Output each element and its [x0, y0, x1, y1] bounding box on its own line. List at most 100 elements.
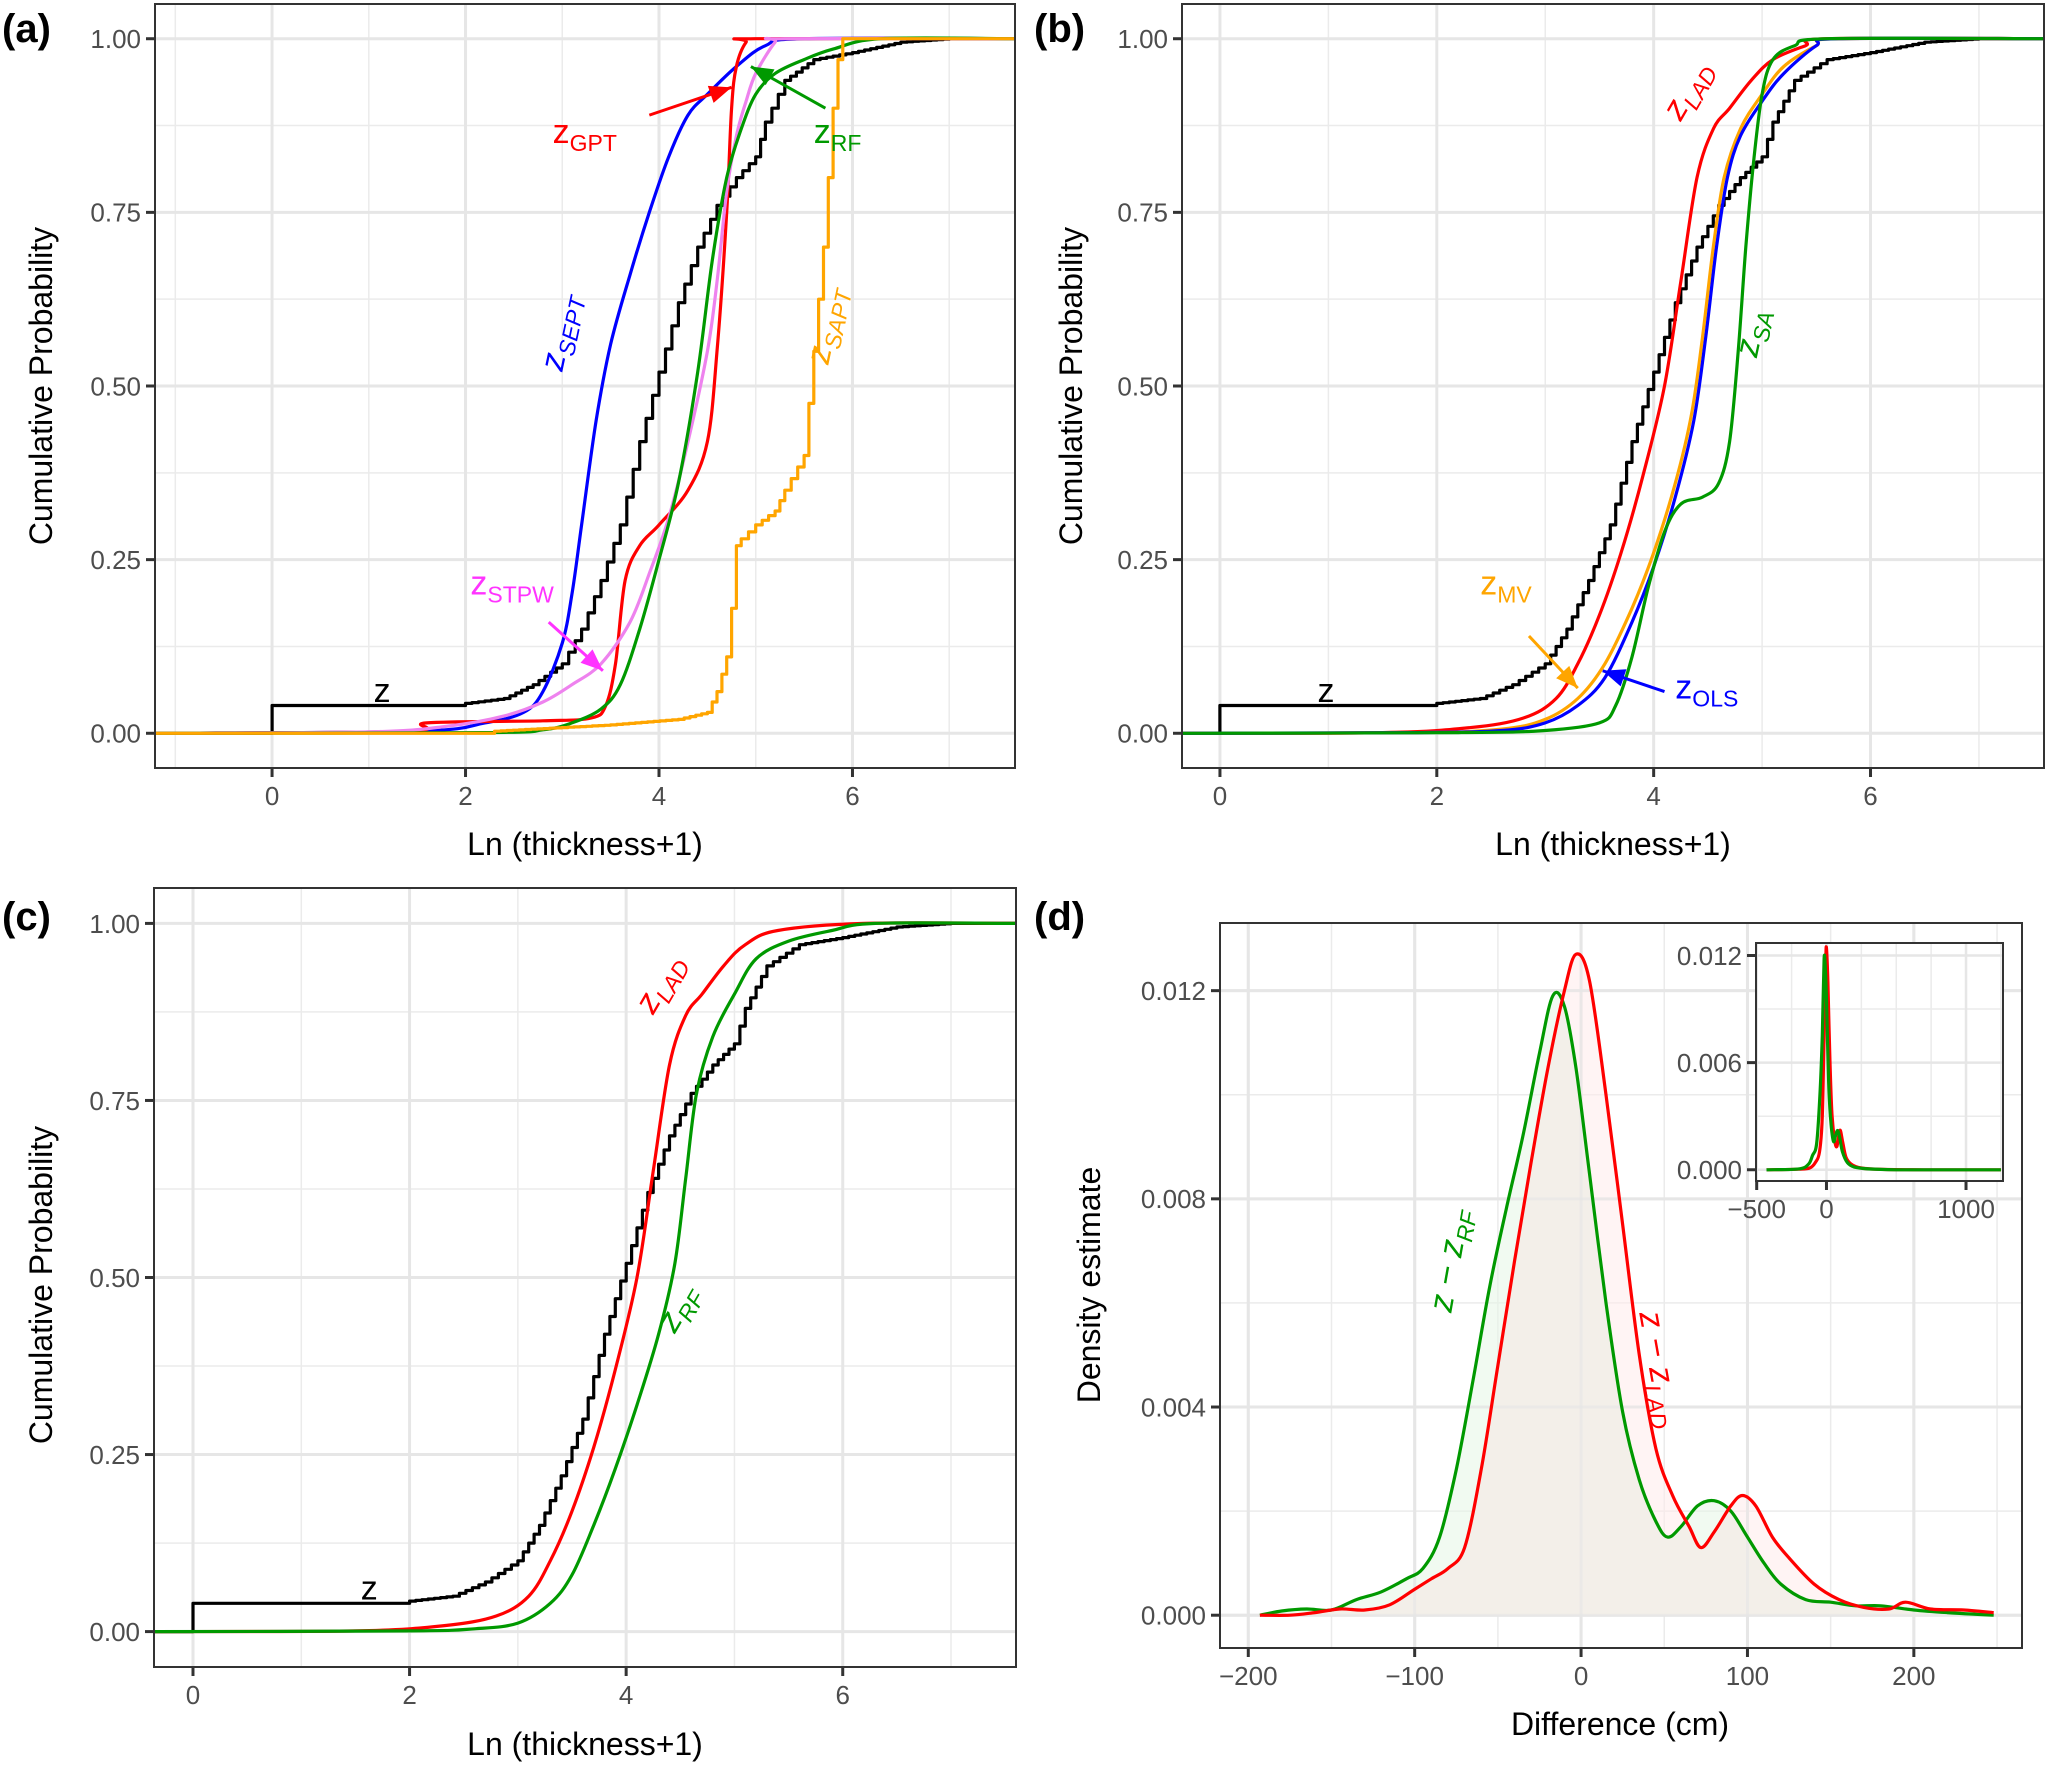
panel-label-b: (b) — [1034, 7, 1085, 51]
plot-border — [153, 887, 1017, 1668]
annotation-subscript: MV — [1497, 581, 1532, 607]
annotation-mv: zMV — [1480, 564, 1579, 690]
annotation-main: z — [1675, 669, 1692, 707]
axis-ticks: 0 2 4 6 0.00 0.25 0.50 0.75 1.00 — [89, 909, 850, 1710]
annotation-label: z — [1318, 672, 1335, 710]
annotation-ols: zOLS — [1602, 669, 1738, 712]
x-tick-label: 2 — [402, 1680, 416, 1710]
x-tick-label: 6 — [835, 1680, 849, 1710]
plot-border — [1755, 942, 2004, 1182]
y-axis-title-b: Cumulative Probability — [1053, 227, 1089, 545]
annotation-label: zRF — [814, 113, 862, 156]
series-line-z-sapt — [155, 37, 1015, 735]
annotation-main: z — [814, 113, 831, 151]
y-tick-label: 0.008 — [1141, 1184, 1206, 1214]
annotation-label: z — [374, 672, 391, 710]
density-fill — [1259, 953, 1994, 1616]
annotation-main: z — [361, 1570, 378, 1608]
y-tick-label: 0.00 — [90, 719, 141, 749]
plot-border — [1181, 3, 2045, 769]
x-tick-label: −500 — [1727, 1194, 1786, 1224]
annotation-subscript: RF — [1451, 1207, 1482, 1244]
y-tick-label: 0.012 — [1141, 976, 1206, 1006]
annotation-label: zSTPW — [470, 564, 554, 607]
x-tick-label: 200 — [1892, 1661, 1935, 1691]
x-tick-label: 1000 — [1937, 1194, 1995, 1224]
annotation-z: z — [361, 1570, 378, 1608]
annotation-gpt: zGPT — [553, 85, 733, 156]
y-tick-label: 0.000 — [1141, 1601, 1206, 1631]
arrow-head-icon — [1602, 669, 1627, 687]
x-tick-label: −100 — [1385, 1661, 1444, 1691]
x-tick-label: −200 — [1219, 1661, 1278, 1691]
annotation-main: z — [470, 564, 487, 602]
x-axis-title-c: Ln (thickness+1) — [467, 1726, 703, 1762]
x-tick-label: 2 — [1430, 781, 1444, 811]
x-tick-label: 6 — [845, 781, 859, 811]
x-tick-label: 0 — [1574, 1661, 1588, 1691]
density-fills — [1259, 953, 1994, 1616]
inset-plot-d: −500 0 1000 0.000 0.006 0.012 — [1677, 941, 2004, 1224]
x-axis-title-a: Ln (thickness+1) — [467, 826, 703, 862]
annotation-main: z — [374, 672, 391, 710]
y-tick-label: 0.25 — [89, 1440, 140, 1470]
annotation-main: z — [1318, 672, 1335, 710]
x-axis-title-b: Ln (thickness+1) — [1495, 826, 1731, 862]
y-tick-label: 0.012 — [1677, 941, 1742, 971]
annotation-main: z — [553, 113, 570, 151]
annotation-subscript: SA — [1748, 309, 1780, 344]
axis-ticks: −500 0 1000 0.000 0.006 0.012 — [1677, 941, 1995, 1224]
x-tick-label: 6 — [1863, 781, 1877, 811]
series-line-z-ols — [1182, 36, 2044, 735]
series-lines — [154, 921, 1016, 1634]
series-line-z-mv — [1182, 36, 2044, 735]
annotation-main: z — [1480, 564, 1497, 602]
series-line-z-lad — [1182, 36, 2044, 735]
series-line-z-lad — [154, 921, 1016, 1634]
y-tick-label: 0.50 — [89, 1263, 140, 1293]
y-tick-label: 1.00 — [1117, 24, 1168, 54]
density-lines — [1259, 952, 1994, 1617]
x-tick-label: 0 — [265, 781, 279, 811]
panel-label-d: (d) — [1034, 895, 1085, 939]
annotation-stpw: zSTPW — [470, 564, 604, 672]
annotation-label: zOLS — [1675, 669, 1738, 712]
y-tick-label: 0.00 — [1117, 719, 1168, 749]
y-tick-label: 0.000 — [1677, 1155, 1742, 1185]
y-axis-title-d: Density estimate — [1071, 1167, 1107, 1404]
density-line-rf — [1259, 990, 1994, 1617]
annotation-subscript: GPT — [570, 130, 617, 156]
y-tick-label: 0.00 — [89, 1617, 140, 1647]
y-tick-label: 0.75 — [1117, 198, 1168, 228]
arrow-head-icon — [580, 649, 603, 671]
x-tick-label: 4 — [652, 781, 666, 811]
y-tick-label: 0.50 — [1117, 371, 1168, 401]
panel-label-a: (a) — [2, 7, 51, 51]
annotation-z: z — [1318, 672, 1335, 710]
y-tick-label: 0.25 — [90, 545, 141, 575]
axis-ticks: 0 2 4 6 0.00 0.25 0.50 0.75 1.00 — [1117, 24, 1877, 811]
x-tick-label: 2 — [458, 781, 472, 811]
y-tick-label: 0.006 — [1677, 1048, 1742, 1078]
arrow-head-icon — [707, 85, 732, 103]
annotation-z: z — [374, 672, 391, 710]
series-line-z-sa — [1182, 36, 2044, 735]
y-tick-label: 0.25 — [1117, 545, 1168, 575]
x-tick-label: 4 — [1646, 781, 1660, 811]
arrow-head-icon — [1556, 665, 1578, 689]
annotation-subscript: OLS — [1692, 686, 1738, 712]
y-tick-label: 1.00 — [89, 909, 140, 939]
x-tick-label: 100 — [1726, 1661, 1769, 1691]
series-lines — [1182, 36, 2044, 735]
y-tick-label: 0.004 — [1141, 1392, 1206, 1422]
x-axis-title-d: Difference (cm) — [1511, 1706, 1729, 1742]
series-line-z — [1182, 37, 2044, 735]
y-axis-title-a: Cumulative Probability — [23, 227, 59, 545]
major-gridlines — [155, 4, 1015, 768]
